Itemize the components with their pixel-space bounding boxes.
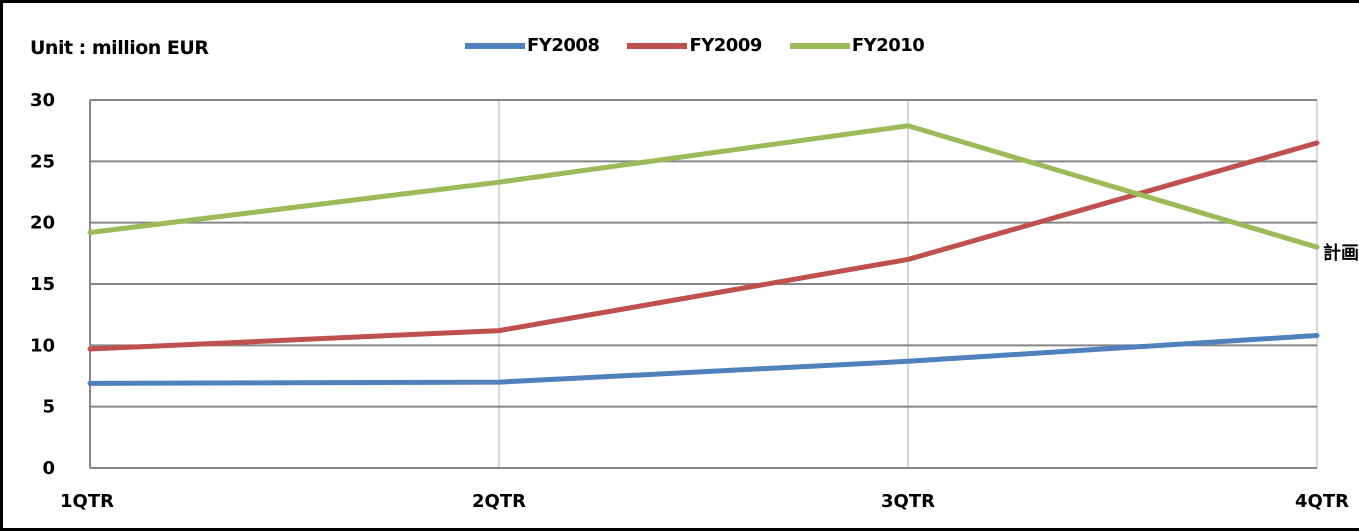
legend-swatch-fy2008 xyxy=(465,42,525,49)
legend-label-fy2008: FY2008 xyxy=(527,35,600,56)
legend-label-fy2010: FY2010 xyxy=(851,35,925,56)
x-tick-label: 2QTR xyxy=(472,491,526,512)
legend-swatch-fy2010 xyxy=(789,42,850,49)
x-tick-label: 4QTR xyxy=(1295,491,1349,512)
legend-swatch-fy2009 xyxy=(627,42,688,49)
legend-label-fy2009: FY2009 xyxy=(689,35,762,56)
x-tick-label: 1QTR xyxy=(60,491,114,512)
legend: FY2008 FY2009 FY2010 xyxy=(465,35,952,56)
legend-item-fy2010: FY2010 xyxy=(789,35,925,56)
unit-label: Unit : million EUR xyxy=(30,37,209,59)
y-tick-label: 15 xyxy=(30,274,55,295)
series-line-fy2008 xyxy=(87,333,1320,386)
y-tick-label: 10 xyxy=(30,335,55,356)
y-tick-label: 30 xyxy=(30,90,55,111)
series-line-fy2010 xyxy=(87,123,1320,250)
side-note: 計画 xyxy=(1323,243,1359,264)
legend-item-fy2009: FY2009 xyxy=(627,35,762,56)
y-tick-label: 5 xyxy=(42,397,55,418)
y-tick-label: 20 xyxy=(30,213,55,234)
y-tick-label: 0 xyxy=(42,458,55,479)
series-line-fy2009 xyxy=(87,140,1320,352)
line-chart: 0 5 10 15 20 25 30 1QTR 2QTR 3QTR 4QTR xyxy=(30,90,1349,512)
y-tick-label: 25 xyxy=(30,151,55,172)
x-tick-label: 3QTR xyxy=(881,491,935,512)
legend-item-fy2008: FY2008 xyxy=(465,35,600,56)
